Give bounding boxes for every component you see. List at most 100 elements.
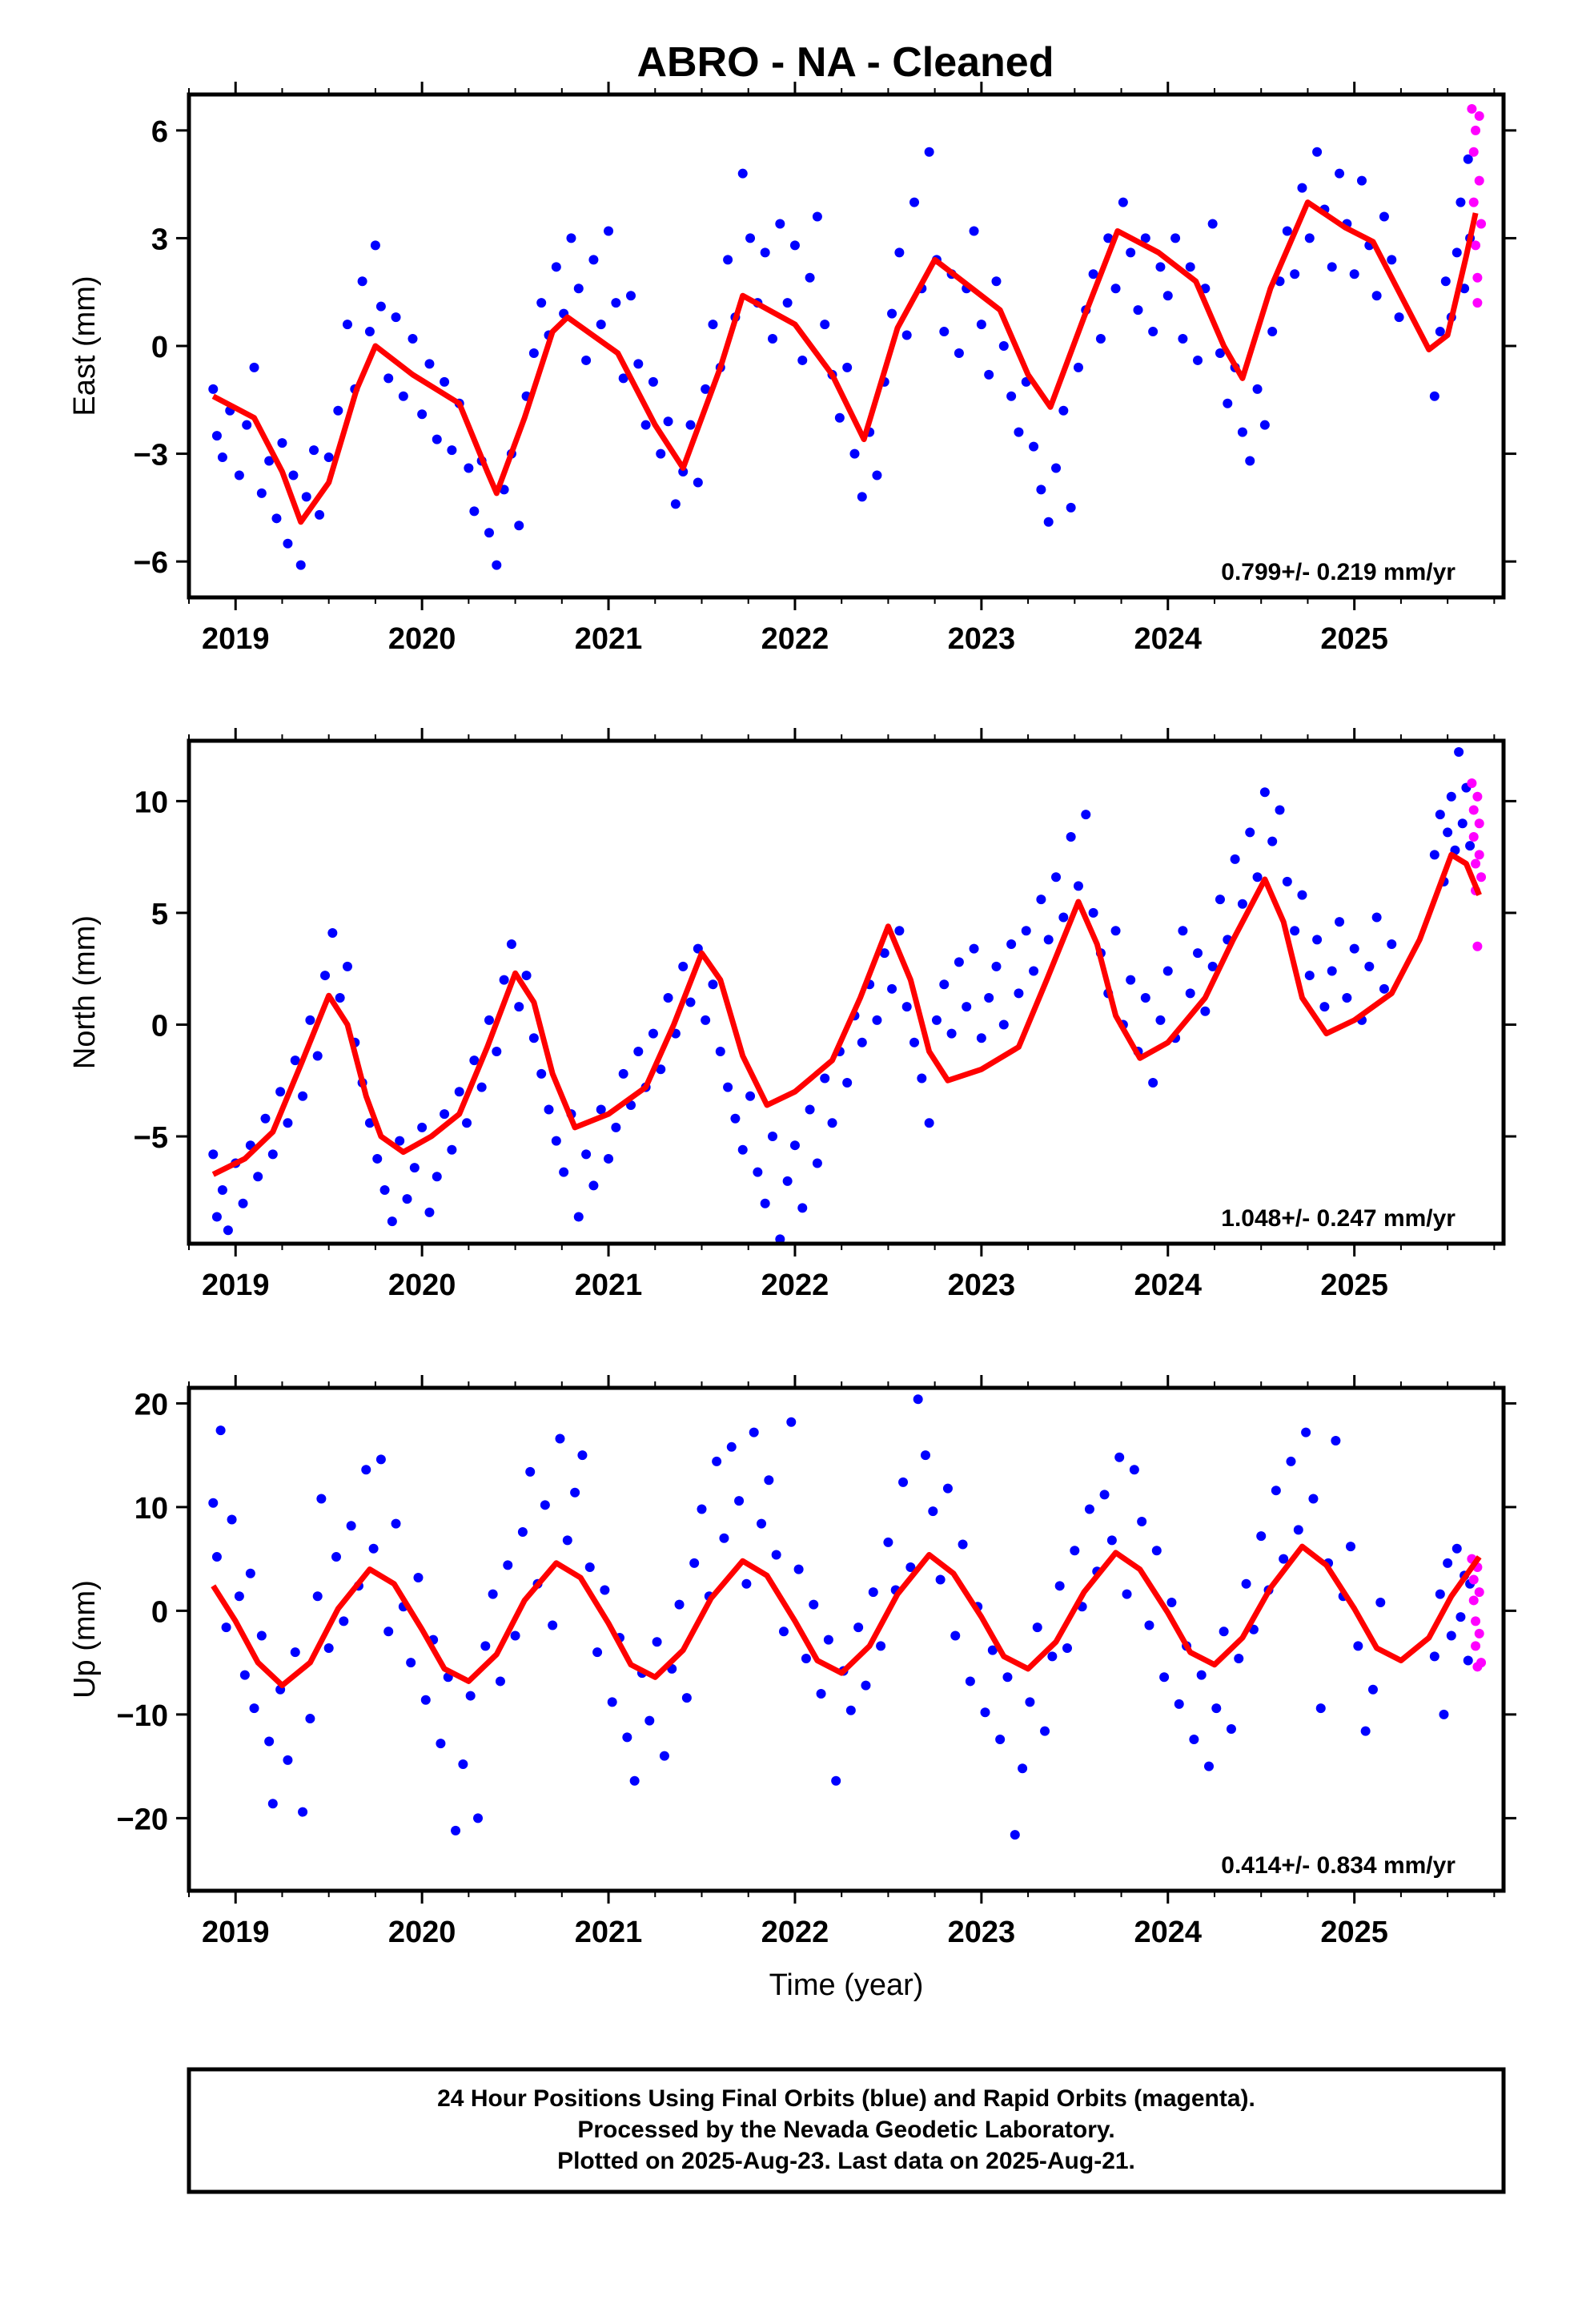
chart-panel-3: 2019 2020 2021 2022 2023 2024 2025 −20 −10 0 10 20 U… (68, 1375, 1516, 2002)
final-orbit-point (928, 1506, 938, 1517)
final-orbit-point (1099, 1490, 1110, 1500)
final-orbit-point (1371, 912, 1382, 923)
final-orbit-point (1259, 420, 1270, 430)
final-orbit-point (514, 521, 524, 531)
rapid-orbit-point (1472, 272, 1483, 283)
final-orbit-point (1230, 854, 1240, 864)
final-orbit-point (1162, 966, 1173, 976)
final-orbit-point (812, 211, 822, 222)
final-orbit-point (1051, 463, 1062, 473)
final-orbit-point (775, 1234, 785, 1244)
final-orbit-point (536, 298, 547, 308)
final-orbit-point (503, 1560, 513, 1570)
final-orbit-point (1129, 1465, 1139, 1475)
final-orbit-point (823, 1634, 833, 1645)
final-orbit-point (883, 1537, 893, 1547)
final-orbit-point (689, 1558, 700, 1568)
final-orbit-point (1275, 805, 1285, 815)
final-orbit-point (831, 1775, 841, 1786)
final-orbit-point (1088, 269, 1098, 279)
final-orbit-point (849, 448, 860, 459)
x-tick-label: 2020 (388, 1269, 456, 1302)
model-fit-curve (211, 1543, 1482, 1689)
final-orbit-point (775, 219, 785, 229)
final-orbit-point (887, 983, 897, 994)
final-orbit-point (1463, 154, 1473, 164)
final-orbit-point (939, 327, 950, 337)
final-orbit-point (1196, 1670, 1207, 1680)
final-orbit-point (312, 1051, 323, 1061)
final-orbit-point (584, 1562, 595, 1573)
final-orbit-point (1297, 183, 1307, 193)
final-orbit-point (1226, 1724, 1236, 1735)
final-orbit-point (663, 992, 673, 1003)
final-orbit-point (484, 528, 494, 538)
x-tick-label: 2024 (1134, 1269, 1202, 1302)
final-orbit-point (749, 1427, 759, 1437)
final-orbit-point (1371, 291, 1382, 301)
final-orbit-point (506, 939, 516, 949)
final-orbit-point (1349, 943, 1359, 954)
final-orbit-point (525, 1466, 536, 1477)
final-orbit-point (1271, 1486, 1281, 1496)
rapid-orbit-point (1468, 1595, 1479, 1606)
final-orbit-point (375, 301, 386, 312)
final-orbit-point (827, 1118, 837, 1128)
final-orbit-point (495, 1676, 505, 1687)
final-orbit-point (719, 1533, 729, 1543)
final-orbit-point (644, 1715, 655, 1726)
y-tick-label: 0 (151, 1595, 168, 1629)
final-orbit-point (1241, 1578, 1251, 1589)
final-orbit-point (510, 1630, 520, 1641)
final-orbit-point (1155, 1015, 1166, 1025)
final-orbit-point (723, 255, 733, 265)
final-orbit-point (1207, 961, 1218, 971)
rapid-orbit-point (1472, 941, 1483, 951)
final-orbit-point (517, 1526, 528, 1537)
final-orbit-point (693, 477, 703, 488)
final-orbit-point (436, 1739, 446, 1749)
final-orbit-point (375, 1454, 386, 1465)
final-orbit-point (1327, 262, 1337, 272)
final-orbit-point (909, 197, 920, 207)
final-orbit-point (909, 1037, 920, 1047)
final-orbit-point (432, 434, 442, 444)
final-orbit-point (1349, 269, 1359, 279)
x-tick-label: 2019 (202, 622, 270, 656)
final-orbit-point (458, 1759, 468, 1770)
final-orbit-point (227, 1514, 237, 1525)
velocity-annotation: 0.799+/- 0.219 mm/yr (1221, 559, 1456, 585)
final-orbit-point (1058, 912, 1069, 923)
x-tick-label: 2024 (1134, 1916, 1202, 1949)
final-orbit-point (1189, 1734, 1199, 1744)
final-orbit-point (309, 445, 319, 456)
final-orbit-point (701, 384, 711, 394)
final-orbit-point (1356, 175, 1367, 186)
final-orbit-point (734, 1496, 745, 1506)
final-orbit-point (295, 560, 306, 570)
final-orbit-point (939, 979, 950, 990)
final-orbit-point (1185, 262, 1195, 272)
final-orbit-point (264, 1736, 275, 1747)
final-orbit-point (1456, 1612, 1466, 1622)
x-tick-label: 2019 (202, 1916, 270, 1949)
final-orbit-point (768, 334, 778, 344)
y-tick-label: 3 (151, 223, 168, 256)
final-orbit-point (1440, 276, 1451, 287)
final-orbit-point (372, 1153, 383, 1164)
final-orbit-point (1315, 1703, 1326, 1714)
final-orbit-point (245, 1568, 255, 1578)
footer-frame (187, 2067, 1506, 2194)
final-orbit-point (1312, 147, 1323, 157)
rapid-orbit-point (1468, 805, 1479, 815)
final-orbit-point (387, 1216, 397, 1227)
final-orbit-point (536, 1068, 547, 1079)
final-orbit-point (894, 247, 905, 258)
final-orbit-point (1170, 233, 1181, 243)
final-orbit-point (652, 1637, 662, 1647)
final-orbit-point (1364, 961, 1375, 971)
final-orbit-point (987, 1645, 998, 1655)
final-orbit-point (685, 997, 696, 1007)
final-orbit-point (942, 1483, 953, 1494)
final-orbit-point (1394, 312, 1404, 323)
